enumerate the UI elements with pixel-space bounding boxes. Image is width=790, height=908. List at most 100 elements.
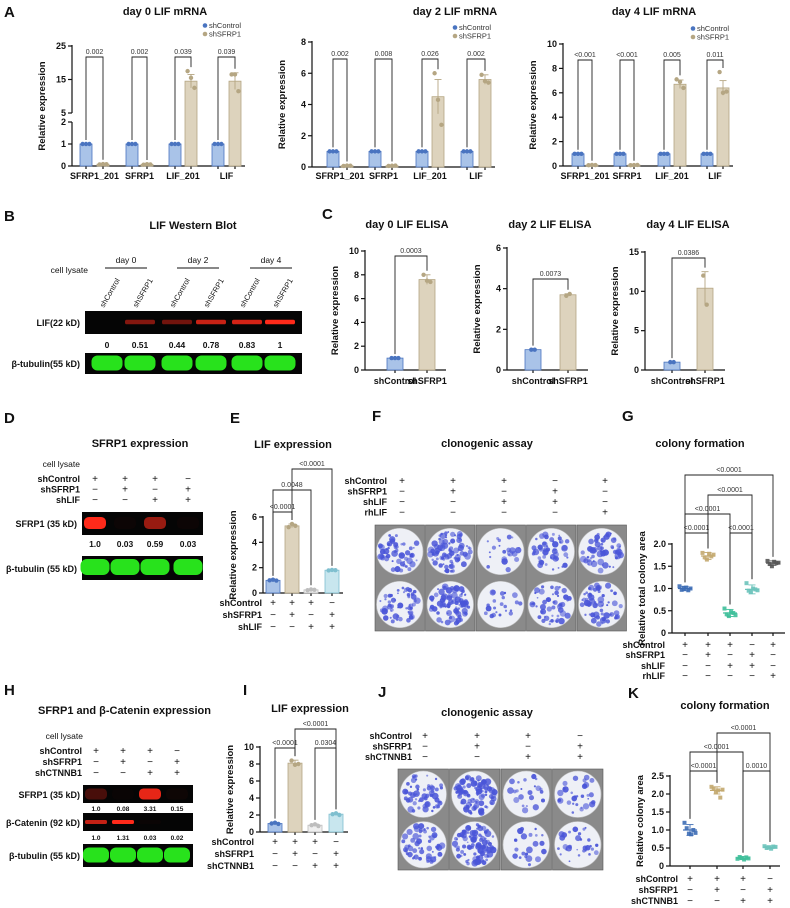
colony (513, 838, 518, 842)
condition-sign: + (767, 896, 773, 907)
data-point (293, 523, 298, 529)
colony (475, 785, 483, 793)
colony (427, 546, 435, 554)
colony (520, 788, 523, 791)
colony (614, 614, 619, 620)
colony (592, 602, 598, 609)
colony (473, 780, 478, 785)
condition-label: shSFRP1 (214, 849, 254, 859)
colony (518, 601, 523, 606)
colony (590, 549, 593, 552)
colony (582, 783, 587, 788)
significance-bracket (394, 255, 428, 355)
band-quantification: 0.03 (144, 835, 157, 842)
bar (211, 143, 225, 167)
p-value-label: <0.0001 (717, 487, 743, 494)
colony (434, 804, 440, 809)
colony (509, 778, 515, 785)
data-point (396, 355, 401, 361)
condition-sign: + (682, 640, 688, 651)
colony (392, 542, 399, 548)
colony (586, 793, 590, 797)
condition-sign: + (292, 849, 298, 860)
colony (396, 588, 400, 592)
colony (558, 617, 565, 625)
data-point (572, 151, 577, 156)
colony (448, 599, 454, 605)
data-point (316, 823, 321, 829)
colony (561, 587, 567, 594)
panel-letter: F (372, 408, 381, 425)
sfrp1-band (139, 788, 161, 800)
condition-sign: + (122, 485, 128, 496)
data-point (735, 856, 740, 861)
data-point (309, 823, 314, 828)
colony (403, 587, 409, 593)
colony (486, 603, 490, 607)
significance-bracket (689, 751, 744, 853)
colony (458, 542, 465, 549)
colony (458, 586, 465, 592)
colony (550, 585, 554, 590)
condition-label: shLIF (56, 495, 81, 505)
data-point (212, 141, 217, 147)
colony (430, 826, 437, 833)
colony (460, 798, 467, 805)
colony (503, 604, 507, 609)
colony (583, 592, 586, 596)
colony (481, 850, 485, 854)
colony (551, 532, 555, 536)
y-axis-label: Relative colony area (635, 774, 646, 867)
colony (572, 826, 579, 833)
colony (457, 616, 461, 619)
y-tick-label: 15 (56, 75, 66, 85)
colony (538, 559, 545, 566)
colony (450, 538, 456, 544)
colony (449, 546, 454, 551)
colony (459, 593, 463, 598)
data-point (329, 567, 335, 573)
condition-sign: + (740, 874, 746, 885)
colony (532, 840, 539, 847)
colony (442, 598, 446, 602)
colony (462, 844, 467, 849)
chart-title: colony formation (655, 438, 745, 450)
condition-sign: + (552, 487, 558, 498)
condition-sign: − (270, 610, 276, 621)
colony (614, 556, 618, 560)
legend-label: shControl (209, 21, 241, 30)
colony (407, 851, 413, 858)
colony (493, 606, 497, 610)
colony (461, 607, 468, 614)
colony (610, 537, 617, 544)
colony (402, 591, 405, 594)
data-point (185, 68, 190, 74)
y-axis-label: Relative expression (225, 745, 236, 834)
colony (523, 778, 527, 782)
band-quantification: 0 (105, 340, 110, 350)
condition-sign: − (272, 849, 278, 860)
y-tick-label: 2 (496, 324, 501, 334)
beta-catenin-blot (83, 813, 193, 831)
condition-sign: − (687, 896, 693, 907)
band-quantification: 0.03 (117, 539, 134, 549)
data-point (702, 555, 707, 560)
colony (430, 785, 436, 791)
colony (501, 595, 505, 600)
condition-sign: + (474, 742, 480, 753)
colony (552, 600, 558, 605)
colony (550, 619, 554, 623)
colony (469, 829, 476, 836)
colony (409, 561, 416, 568)
p-value-label: <0.001 (574, 52, 596, 59)
sfrp1-band (114, 517, 136, 529)
colony (446, 610, 453, 617)
condition-sign: + (308, 622, 314, 633)
colony (582, 597, 587, 602)
colony (596, 621, 602, 627)
chart-title: day 4 LIF mRNA (612, 6, 696, 18)
data-point (229, 72, 234, 77)
condition-sign: − (399, 497, 405, 508)
colony (590, 847, 594, 851)
condition-sign: − (577, 731, 583, 742)
